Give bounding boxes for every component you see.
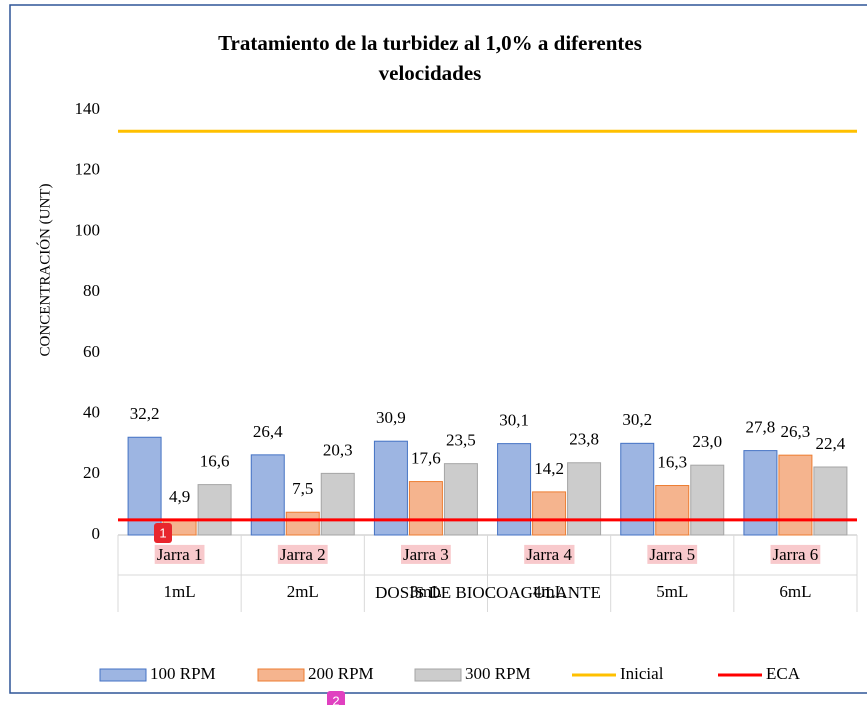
- bar: [778, 454, 813, 536]
- marker-badge: [327, 691, 345, 705]
- label-highlight: [277, 544, 328, 564]
- x-tick-label: Jarra 4: [526, 545, 572, 564]
- bar: [285, 511, 320, 536]
- data-label: 26,4: [253, 422, 283, 441]
- y-tick-label: 120: [75, 160, 101, 179]
- bar: [443, 463, 478, 536]
- bar: [743, 450, 778, 536]
- label-highlight: [647, 544, 698, 564]
- label-highlight: [154, 544, 205, 564]
- bar: [197, 484, 232, 536]
- x-subcategory-label: 5mL: [656, 582, 688, 601]
- y-tick-label: 40: [83, 402, 100, 421]
- label-highlight: [770, 544, 821, 564]
- bar: [250, 454, 285, 536]
- bar: [408, 481, 443, 536]
- bar: [532, 491, 567, 536]
- y-tick-label: 60: [83, 342, 100, 361]
- data-label: 30,1: [499, 411, 529, 430]
- legend-swatch: [414, 668, 462, 682]
- x-subcategory-label: 2mL: [287, 582, 319, 601]
- legend-swatch: [257, 668, 305, 682]
- chart-title: velocidades: [379, 61, 482, 85]
- data-label: 22,4: [816, 434, 846, 453]
- bar: [320, 472, 355, 536]
- x-subcategory-label: 4mL: [533, 582, 565, 601]
- marker-label: 2: [332, 693, 339, 705]
- legend-label: Inicial: [620, 664, 664, 683]
- data-label: 30,9: [376, 408, 406, 427]
- marker-label: 1: [159, 525, 166, 540]
- x-tick-label: Jarra 2: [280, 545, 326, 564]
- x-subcategory-label: 3mL: [410, 582, 442, 601]
- x-tick-label: Jarra 3: [403, 545, 449, 564]
- x-tick-label: Jarra 6: [773, 545, 819, 564]
- x-tick-label: Jarra 1: [157, 545, 203, 564]
- y-axis-label: CONCENTRACIÓN (UNT): [36, 184, 53, 357]
- y-tick-label: 80: [83, 281, 100, 300]
- x-tick-label: Jarra 5: [649, 545, 695, 564]
- y-tick-label: 0: [92, 524, 101, 543]
- label-highlight: [401, 544, 451, 564]
- y-tick-label: 20: [83, 463, 100, 482]
- bar: [567, 462, 602, 536]
- legend-label: ECA: [766, 664, 801, 683]
- bar: [690, 464, 725, 536]
- bar: [813, 466, 848, 536]
- data-label: 7,5: [292, 479, 313, 498]
- data-label: 4,9: [169, 487, 190, 506]
- data-label: 20,3: [323, 440, 353, 459]
- data-label: 14,2: [534, 459, 564, 478]
- data-label: 27,8: [746, 418, 776, 437]
- marker-badge: [154, 523, 172, 543]
- chart-frame: [9, 4, 867, 694]
- data-label: 32,2: [130, 404, 160, 423]
- legend-label: 100 RPM: [150, 664, 216, 683]
- x-subcategory-label: 6mL: [779, 582, 811, 601]
- data-label: 23,0: [692, 432, 722, 451]
- data-label: 16,3: [657, 452, 687, 471]
- x-subcategory-label: 1mL: [164, 582, 196, 601]
- legend-swatch: [99, 668, 147, 682]
- data-label: 23,5: [446, 431, 476, 450]
- data-label: 30,2: [622, 410, 652, 429]
- data-label: 16,6: [200, 452, 230, 471]
- label-highlight: [524, 544, 575, 564]
- y-tick-label: 100: [75, 220, 101, 239]
- y-tick-label: 140: [75, 99, 101, 118]
- legend-label: 200 RPM: [308, 664, 374, 683]
- legend-label: 300 RPM: [465, 664, 531, 683]
- data-label: 26,3: [781, 422, 811, 441]
- data-label: 23,8: [569, 430, 599, 449]
- x-axis-label: DOSIS DE BIOCOAGULANTE: [375, 583, 601, 602]
- data-label: 17,6: [411, 448, 441, 467]
- chart-title: Tratamiento de la turbidez al 1,0% a dif…: [218, 31, 642, 55]
- bar: [655, 485, 690, 536]
